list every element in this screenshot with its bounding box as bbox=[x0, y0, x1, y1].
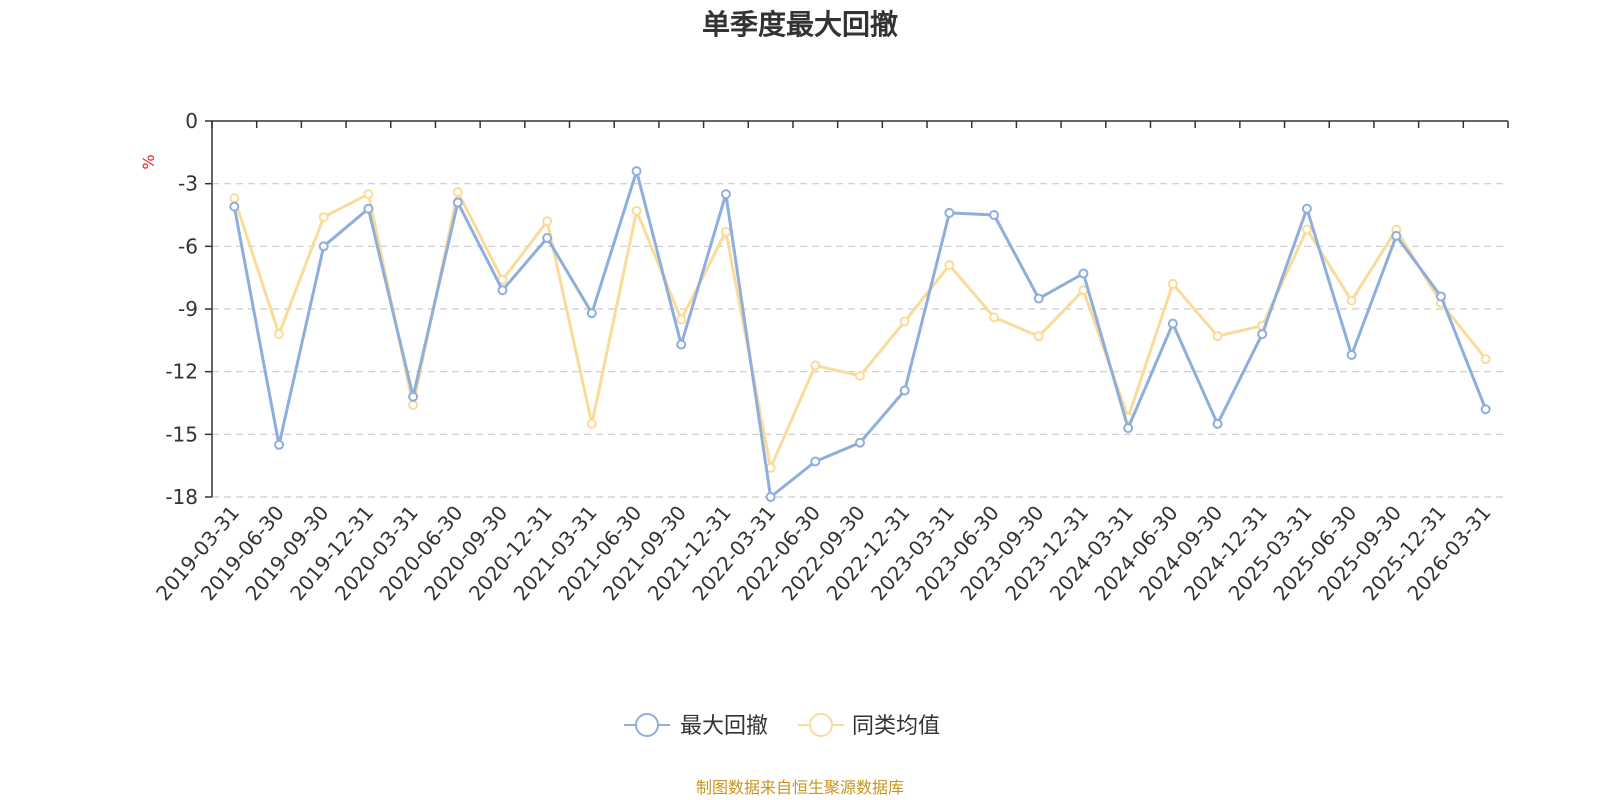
data-point[interactable] bbox=[363, 189, 374, 200]
series-lines bbox=[229, 166, 1491, 502]
data-point[interactable] bbox=[855, 370, 865, 381]
legend-marker bbox=[635, 713, 659, 737]
data-point[interactable] bbox=[586, 418, 597, 429]
data-point[interactable] bbox=[408, 400, 419, 411]
data-point[interactable] bbox=[1033, 293, 1044, 304]
data-point[interactable] bbox=[899, 385, 910, 396]
data-point[interactable] bbox=[1301, 224, 1312, 235]
data-point[interactable] bbox=[318, 212, 329, 223]
chart-title: 单季度最大回撤 bbox=[702, 8, 898, 41]
data-point[interactable] bbox=[631, 166, 642, 177]
data-point[interactable] bbox=[542, 232, 553, 243]
y-tick-label: -15 bbox=[165, 422, 198, 446]
legend-item[interactable]: 最大回撤 bbox=[624, 713, 768, 739]
data-point[interactable] bbox=[1123, 423, 1134, 434]
data-point[interactable] bbox=[1257, 329, 1268, 340]
data-point[interactable] bbox=[363, 203, 374, 214]
legend-label: 同类均值 bbox=[852, 714, 940, 739]
axes: 0-3-6-9-12-15-182019-03-312019-06-302019… bbox=[151, 109, 1509, 605]
data-point[interactable] bbox=[810, 360, 821, 371]
y-tick-label: -9 bbox=[178, 297, 198, 321]
legend-item[interactable]: 同类均值 bbox=[798, 713, 940, 739]
data-point[interactable] bbox=[1301, 203, 1312, 214]
data-point[interactable] bbox=[1346, 295, 1357, 306]
series-1 bbox=[229, 166, 1491, 502]
data-point[interactable] bbox=[542, 216, 553, 227]
data-point[interactable] bbox=[989, 210, 1000, 220]
series-line bbox=[232, 169, 1488, 499]
data-point[interactable] bbox=[1391, 230, 1402, 241]
data-point[interactable] bbox=[1033, 331, 1044, 342]
data-point[interactable] bbox=[1435, 291, 1446, 302]
data-point[interactable] bbox=[274, 439, 285, 450]
data-point[interactable] bbox=[1480, 354, 1491, 365]
data-point[interactable] bbox=[408, 391, 419, 402]
data-point[interactable] bbox=[1212, 331, 1223, 342]
y-tick-label: 0 bbox=[185, 109, 198, 133]
data-point[interactable] bbox=[944, 207, 955, 218]
data-point[interactable] bbox=[989, 312, 1000, 323]
legend-marker bbox=[809, 713, 833, 737]
y-tick-label: -6 bbox=[178, 234, 198, 258]
data-point[interactable] bbox=[1167, 278, 1178, 289]
data-point[interactable] bbox=[497, 285, 508, 296]
y-tick-label: -12 bbox=[165, 360, 198, 384]
data-point[interactable] bbox=[229, 193, 240, 204]
data-point[interactable] bbox=[229, 201, 240, 212]
data-point[interactable] bbox=[676, 314, 687, 325]
data-point[interactable] bbox=[765, 492, 776, 502]
data-point[interactable] bbox=[586, 308, 597, 319]
data-point[interactable] bbox=[720, 226, 731, 237]
data-point[interactable] bbox=[452, 197, 463, 208]
series-2 bbox=[229, 187, 1491, 473]
data-point[interactable] bbox=[1212, 418, 1223, 429]
data-point[interactable] bbox=[720, 189, 731, 200]
y-tick-label: -18 bbox=[165, 485, 198, 509]
legend-label: 最大回撤 bbox=[680, 714, 768, 739]
data-point[interactable] bbox=[810, 456, 821, 467]
grid-lines bbox=[212, 183, 1508, 498]
data-point[interactable] bbox=[855, 437, 865, 448]
data-point[interactable] bbox=[1078, 268, 1089, 279]
data-point[interactable] bbox=[676, 339, 687, 350]
data-point[interactable] bbox=[452, 187, 463, 198]
legend[interactable]: 最大回撤 同类均值 bbox=[624, 713, 940, 739]
y-tick-label: -3 bbox=[178, 172, 198, 196]
data-point[interactable] bbox=[318, 241, 329, 252]
data-point[interactable] bbox=[274, 329, 285, 340]
data-point[interactable] bbox=[1346, 349, 1357, 360]
y-axis-unit: % bbox=[139, 154, 158, 169]
source-note: 制图数据来自恒生聚源数据库 bbox=[696, 778, 904, 797]
data-point[interactable] bbox=[899, 316, 910, 327]
data-point[interactable] bbox=[1480, 404, 1491, 415]
data-point[interactable] bbox=[1167, 318, 1178, 329]
data-point[interactable] bbox=[944, 260, 955, 271]
data-point[interactable] bbox=[631, 205, 642, 216]
